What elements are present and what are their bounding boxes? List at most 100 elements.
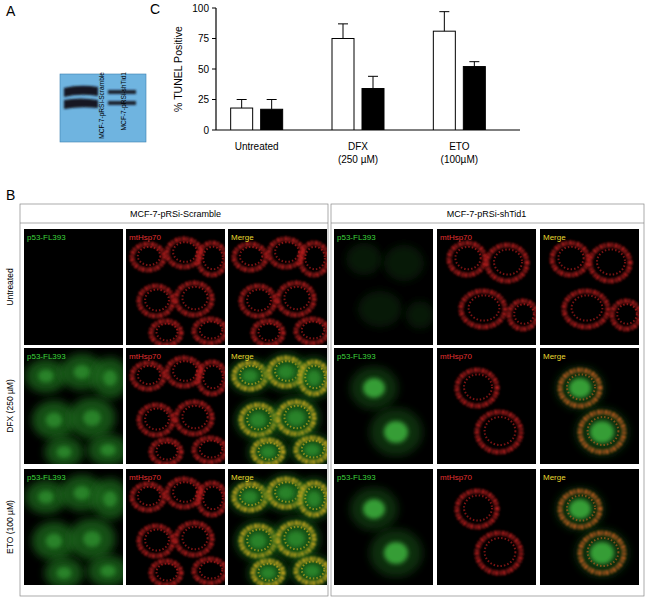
mito-network: [182, 527, 207, 549]
mito-network: [259, 443, 280, 460]
green-signal: [69, 518, 116, 560]
mito-network: [485, 417, 516, 445]
blot-band: [64, 99, 98, 110]
green-nucleus: [304, 565, 320, 577]
channel-label: mtHsp70: [129, 352, 162, 361]
channel-label: mtHsp70: [440, 473, 473, 482]
mito-network: [514, 304, 534, 324]
green-signal: [576, 408, 629, 456]
green-nucleus: [38, 370, 54, 383]
mito-network: [240, 487, 262, 505]
green-nucleus: [103, 370, 117, 386]
channel-label: Merge: [231, 352, 254, 361]
mito-network: [449, 243, 485, 275]
mito-network: [253, 561, 283, 585]
error-bar-cap: [469, 61, 479, 62]
mito-network: [560, 370, 600, 406]
mito-network: [302, 562, 324, 579]
mito-network: [477, 533, 521, 573]
green-nucleus: [46, 534, 63, 549]
error-bar: [338, 24, 348, 39]
image-background: [126, 229, 225, 345]
mito-network: [300, 483, 327, 515]
y-tick: [212, 69, 216, 70]
error-bar-stem: [474, 62, 475, 67]
image-background: [540, 348, 639, 464]
mito-network: [151, 561, 181, 585]
error-bar-stem: [271, 100, 272, 110]
channel-label: p53-FL393: [27, 352, 66, 361]
mito-network: [580, 533, 624, 573]
green-signal: [576, 529, 629, 577]
bar: [261, 109, 283, 130]
channel-label: mtHsp70: [129, 233, 162, 242]
image-background: [126, 469, 225, 585]
green-nucleus: [57, 567, 72, 579]
mito-network: [278, 402, 314, 434]
error-bar: [368, 76, 378, 88]
y-tick: [212, 130, 216, 131]
channel-label: p53-FL393: [27, 473, 66, 482]
image-background: [228, 229, 327, 345]
image-content: [457, 370, 521, 452]
mito-network: [612, 301, 639, 329]
mito-network: [509, 301, 536, 329]
channel-label: p53-FL393: [337, 233, 376, 242]
mito-network: [198, 483, 225, 515]
mito-network: [247, 290, 271, 311]
mito-network: [203, 247, 223, 269]
mito-network: [588, 538, 619, 566]
image-background: [437, 348, 536, 464]
mito-network: [275, 361, 299, 381]
channel-label: p53-FL393: [337, 352, 376, 361]
mito-network: [300, 362, 327, 394]
mito-network: [253, 321, 283, 345]
mito-network: [617, 304, 637, 324]
mito-network: [194, 319, 225, 343]
group-frame: [331, 204, 644, 596]
mito-network: [194, 438, 225, 462]
group-header: MCF-7-pRSi-Scramble: [130, 209, 221, 219]
green-signal: [556, 366, 604, 409]
mito-network: [200, 441, 222, 458]
bar-chart: 0255075100% TUNEL PositiveUntreatedDFX(2…: [172, 3, 520, 166]
mito-network: [247, 530, 271, 551]
error-bar-cap: [267, 99, 277, 100]
green-signal: [358, 291, 402, 327]
mito-network: [296, 559, 327, 583]
micrograph: mtHsp70: [126, 469, 226, 585]
image-background: [334, 469, 433, 585]
green-signal: [296, 357, 327, 399]
channel-label: Merge: [231, 473, 254, 482]
mito-network: [240, 366, 262, 384]
channel-label: Merge: [543, 473, 566, 482]
micrograph: Merge: [228, 348, 333, 468]
micrograph: Merge: [540, 229, 640, 345]
mito-network: [278, 283, 314, 315]
mito-network: [234, 363, 266, 389]
image-background: [334, 348, 433, 464]
mito-network: [241, 405, 275, 435]
x-tick-label-line: ETO: [449, 141, 470, 152]
green-nucleus: [83, 531, 101, 547]
mito-network: [234, 244, 266, 270]
image-content: [25, 475, 123, 585]
y-tick: [212, 99, 216, 100]
green-nucleus: [363, 378, 385, 398]
y-tick-label: 0: [203, 125, 209, 136]
x-tick-label-line: (250 µM): [338, 154, 378, 165]
green-nucleus: [261, 567, 276, 579]
mito-network: [138, 247, 160, 265]
mito-network: [302, 441, 324, 458]
blot-panel: MCF-7-pRSi-ScrambleMCF-7-pRSi-shTid1: [60, 72, 146, 142]
error-bar: [439, 12, 449, 32]
green-signal: [291, 434, 327, 464]
mito-network: [176, 402, 212, 434]
green-signal: [45, 557, 84, 585]
mito-network: [203, 487, 223, 509]
green-nucleus: [83, 410, 101, 426]
mito-network: [176, 283, 212, 315]
micrograph: mtHsp70: [437, 348, 536, 464]
mito-network: [234, 484, 266, 510]
green-nucleus: [74, 365, 91, 379]
